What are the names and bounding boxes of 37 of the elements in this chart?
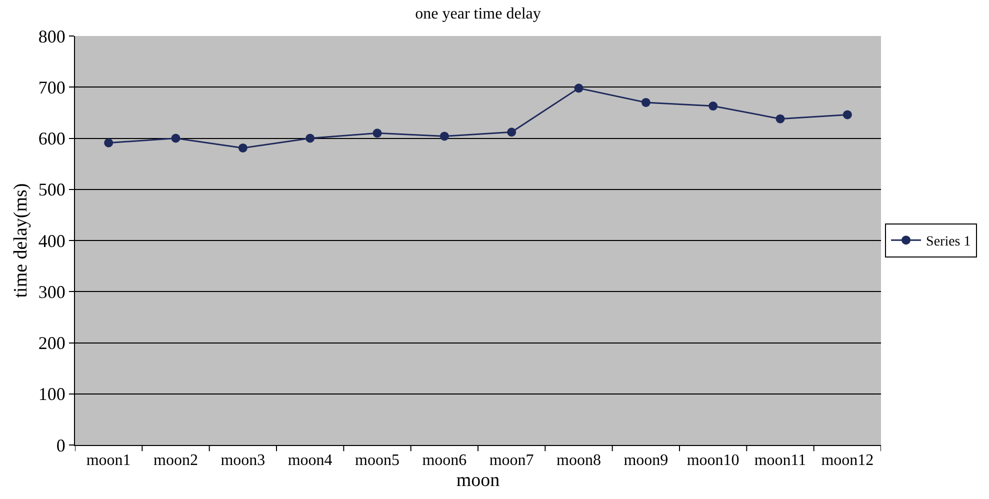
point xyxy=(507,128,516,137)
x-tick-label: moon9 xyxy=(624,452,668,470)
point xyxy=(776,114,785,124)
x-tick-label: moon1 xyxy=(86,452,131,470)
x-axis-title: moon xyxy=(456,470,500,491)
x-tick-label: moon11 xyxy=(754,452,806,470)
point xyxy=(842,110,852,120)
y-tick-label: 800 xyxy=(38,26,66,46)
y-tick-label: 500 xyxy=(38,180,66,200)
x-tick-label: moon2 xyxy=(154,452,198,470)
point xyxy=(440,132,449,141)
x-tick-label: moon8 xyxy=(556,452,601,470)
y-tick-label: 100 xyxy=(38,384,66,404)
legend-label: Series 1 xyxy=(926,234,971,250)
y-tick-label: 600 xyxy=(38,128,66,149)
x-tick-label: moon10 xyxy=(686,452,740,470)
y-tick-label: 400 xyxy=(38,230,66,251)
y-tick-label: 300 xyxy=(38,282,66,302)
x-tick-label: moon7 xyxy=(489,452,534,470)
x-tick-label: moon4 xyxy=(288,452,332,470)
x-tick-label: moon3 xyxy=(220,452,266,470)
point xyxy=(372,128,382,138)
x-tick-label: moon5 xyxy=(355,452,400,470)
y-tick-label: 200 xyxy=(38,333,66,354)
point xyxy=(104,138,114,148)
y-tick-label: 0 xyxy=(56,435,66,456)
x-tick-label: moon6 xyxy=(422,452,467,470)
point xyxy=(641,98,650,107)
point xyxy=(306,134,315,143)
x-tick-label: moon12 xyxy=(821,452,874,470)
point xyxy=(574,84,584,93)
point xyxy=(708,102,718,111)
y-tick-label: 700 xyxy=(38,77,66,98)
y-axis-title: time delay(ms) xyxy=(10,183,32,298)
chart-title: one year time delay xyxy=(415,6,541,23)
point xyxy=(238,143,248,152)
point xyxy=(171,134,180,143)
